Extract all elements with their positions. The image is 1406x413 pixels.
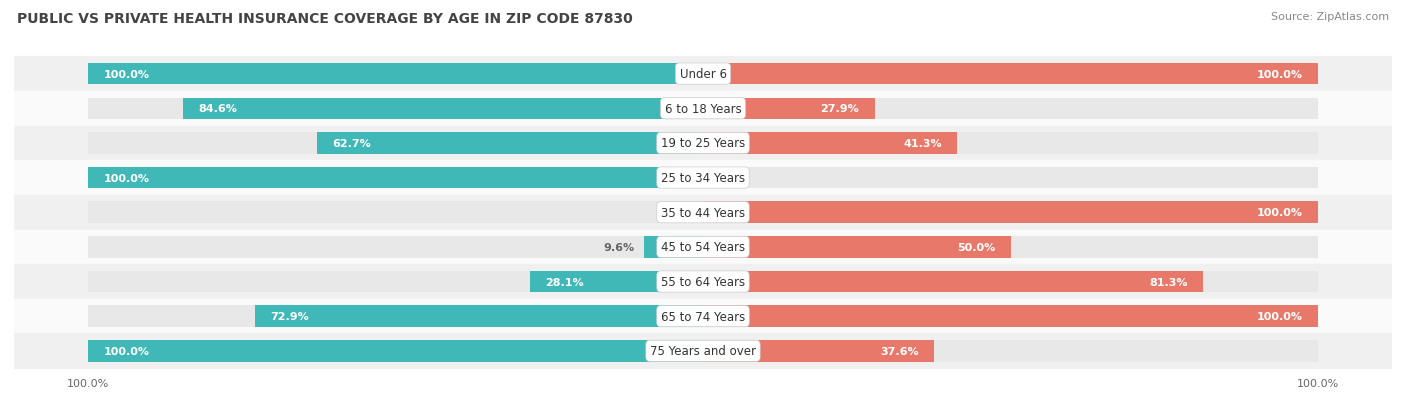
- Text: 9.6%: 9.6%: [603, 242, 634, 252]
- Bar: [14, 265, 1392, 299]
- Bar: [14, 92, 1392, 126]
- Text: 100.0%: 100.0%: [1257, 311, 1303, 321]
- Text: 41.3%: 41.3%: [903, 139, 942, 149]
- Bar: [703, 64, 1319, 85]
- Text: 100.0%: 100.0%: [103, 173, 149, 183]
- Text: 84.6%: 84.6%: [198, 104, 236, 114]
- Bar: [703, 98, 875, 120]
- Bar: [530, 271, 703, 292]
- Text: 35 to 44 Years: 35 to 44 Years: [661, 206, 745, 219]
- Bar: [14, 230, 1392, 265]
- Bar: [87, 98, 703, 120]
- Text: 75 Years and over: 75 Years and over: [650, 344, 756, 357]
- Text: 100.0%: 100.0%: [1296, 378, 1340, 388]
- Text: 100.0%: 100.0%: [1257, 69, 1303, 79]
- Bar: [703, 340, 935, 362]
- Bar: [703, 271, 1204, 292]
- Bar: [87, 306, 703, 327]
- Bar: [87, 64, 703, 85]
- Bar: [87, 167, 703, 189]
- Text: 25 to 34 Years: 25 to 34 Years: [661, 172, 745, 185]
- Text: 81.3%: 81.3%: [1149, 277, 1188, 287]
- Bar: [644, 237, 703, 258]
- Bar: [703, 98, 1319, 120]
- Text: 100.0%: 100.0%: [103, 69, 149, 79]
- Bar: [14, 57, 1392, 92]
- Bar: [87, 237, 703, 258]
- Bar: [703, 306, 1319, 327]
- Bar: [183, 98, 703, 120]
- Text: 72.9%: 72.9%: [270, 311, 309, 321]
- Text: 50.0%: 50.0%: [957, 242, 995, 252]
- Bar: [703, 133, 957, 154]
- Bar: [87, 271, 703, 292]
- Bar: [703, 340, 1319, 362]
- Bar: [87, 167, 703, 189]
- Bar: [703, 306, 1319, 327]
- Text: 55 to 64 Years: 55 to 64 Years: [661, 275, 745, 288]
- Bar: [87, 202, 703, 223]
- Text: 100.0%: 100.0%: [103, 346, 149, 356]
- Text: Source: ZipAtlas.com: Source: ZipAtlas.com: [1271, 12, 1389, 22]
- Bar: [14, 334, 1392, 368]
- Bar: [703, 64, 1319, 85]
- Bar: [703, 237, 1319, 258]
- Text: 0.0%: 0.0%: [713, 173, 742, 183]
- Text: 28.1%: 28.1%: [546, 277, 583, 287]
- Bar: [14, 161, 1392, 195]
- Bar: [87, 340, 703, 362]
- Bar: [318, 133, 703, 154]
- Text: 45 to 54 Years: 45 to 54 Years: [661, 241, 745, 254]
- Text: PUBLIC VS PRIVATE HEALTH INSURANCE COVERAGE BY AGE IN ZIP CODE 87830: PUBLIC VS PRIVATE HEALTH INSURANCE COVER…: [17, 12, 633, 26]
- Bar: [14, 299, 1392, 334]
- Text: 100.0%: 100.0%: [66, 378, 110, 388]
- Bar: [14, 195, 1392, 230]
- Text: 0.0%: 0.0%: [664, 208, 693, 218]
- Text: 62.7%: 62.7%: [333, 139, 371, 149]
- Bar: [703, 202, 1319, 223]
- Bar: [87, 133, 703, 154]
- Bar: [703, 271, 1319, 292]
- Text: 65 to 74 Years: 65 to 74 Years: [661, 310, 745, 323]
- Text: Under 6: Under 6: [679, 68, 727, 81]
- Bar: [14, 126, 1392, 161]
- Bar: [703, 202, 1319, 223]
- Text: 6 to 18 Years: 6 to 18 Years: [665, 102, 741, 116]
- Bar: [703, 237, 1011, 258]
- Bar: [703, 133, 1319, 154]
- Bar: [703, 167, 1319, 189]
- Bar: [87, 64, 703, 85]
- Bar: [254, 306, 703, 327]
- Text: 19 to 25 Years: 19 to 25 Years: [661, 137, 745, 150]
- Text: 37.6%: 37.6%: [880, 346, 920, 356]
- Text: 27.9%: 27.9%: [821, 104, 859, 114]
- Text: 100.0%: 100.0%: [1257, 208, 1303, 218]
- Bar: [87, 340, 703, 362]
